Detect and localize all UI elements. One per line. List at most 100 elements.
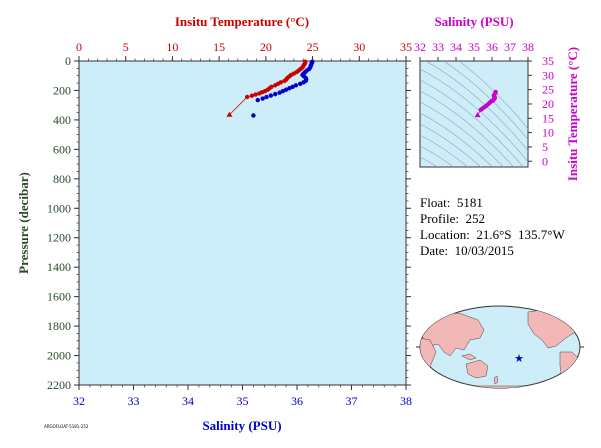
temp-tick-label: 30 xyxy=(353,40,365,54)
ts-inset-area xyxy=(419,60,529,168)
density-contour xyxy=(458,61,528,130)
ts-temp-tick-label: 5 xyxy=(542,140,548,154)
pressure-tick-label: 200 xyxy=(53,83,71,97)
ts-density-contours xyxy=(420,61,528,167)
density-contour xyxy=(420,68,528,163)
temp-tick-label: 5 xyxy=(123,40,129,54)
density-contour xyxy=(420,123,482,167)
pressure-tick-label: 1800 xyxy=(47,319,71,333)
density-contour xyxy=(420,112,493,167)
pressure-tick-label: 2200 xyxy=(47,378,71,392)
temperature-axis-title: Insitu Temperature (°C) xyxy=(175,14,309,29)
land-indonesia xyxy=(461,353,477,361)
temperature-point-deep xyxy=(226,111,233,117)
temp-tick-label: 15 xyxy=(213,40,225,54)
ts-temp-tick-label: 35 xyxy=(542,54,554,68)
pressure-tick-label: 0 xyxy=(65,54,71,68)
ts-inset-points xyxy=(474,89,498,118)
pressure-tick-label: 1600 xyxy=(47,290,71,304)
temperature-point xyxy=(273,83,278,88)
ts-sal-tick-label: 34 xyxy=(450,40,462,54)
float-info-profile: Profile: 252 xyxy=(420,211,485,226)
float-location-marker-icon: ★ xyxy=(514,352,524,365)
ts-temp-tick-label: 30 xyxy=(542,68,554,82)
sal-tick-label: 33 xyxy=(128,394,140,408)
pressure-axis-title: Pressure (decibar) xyxy=(16,172,31,274)
pressure-tick-label: 600 xyxy=(53,142,71,156)
density-contour xyxy=(420,79,524,167)
ts-inset-temperature-title: Insitu Temperature (°C) xyxy=(565,47,580,181)
salinity-axis-ticks: 32 33 34 35 36 37 38 xyxy=(73,385,412,408)
ts-sal-tick-label: 32 xyxy=(414,40,426,54)
ts-point-deep xyxy=(474,112,481,118)
ts-sal-tick-label: 33 xyxy=(432,40,444,54)
ts-sal-tick-label: 38 xyxy=(522,40,534,54)
ts-sal-tick-label: 35 xyxy=(468,40,480,54)
land-antarctica xyxy=(420,385,580,388)
density-contour xyxy=(420,90,514,167)
ts-temp-tick-label: 10 xyxy=(542,126,554,140)
density-contour xyxy=(420,156,439,167)
temp-tick-label: 35 xyxy=(400,40,412,54)
salinity-series xyxy=(251,59,315,118)
ts-inset-salinity-title: Salinity (PSU) xyxy=(434,14,513,29)
salinity-point xyxy=(298,81,303,87)
pressure-tick-label: 2000 xyxy=(47,349,71,363)
salinity-point xyxy=(264,94,269,100)
land-new-zealand xyxy=(493,375,499,385)
float-info-location: Location: 21.6°S 135.7°W xyxy=(420,227,565,242)
density-contour xyxy=(424,61,528,152)
salinity-point xyxy=(273,91,278,97)
temp-tick-label: 25 xyxy=(307,40,319,54)
sal-tick-label: 35 xyxy=(237,394,249,408)
ts-temp-tick-label: 20 xyxy=(542,97,554,111)
sal-tick-label: 37 xyxy=(346,394,358,408)
sal-tick-label: 38 xyxy=(400,394,412,408)
pressure-tick-label: 1400 xyxy=(47,260,71,274)
sal-tick-label: 36 xyxy=(291,394,303,408)
profile-plot-area xyxy=(78,60,407,386)
temperature-axis-ticks: 0 5 10 15 20 25 30 35 xyxy=(76,40,412,61)
density-contour xyxy=(420,145,455,167)
density-contour xyxy=(420,101,504,167)
temp-tick-label: 20 xyxy=(260,40,272,54)
pressure-tick-label: 1000 xyxy=(47,201,71,215)
temperature-point xyxy=(244,94,250,100)
pressure-tick-label: 800 xyxy=(53,172,71,186)
ts-sal-tick-label: 36 xyxy=(486,40,498,54)
land-australia xyxy=(465,359,489,379)
float-info-float: Float: 5181 xyxy=(420,195,483,210)
salinity-point xyxy=(251,113,256,118)
ts-temp-tick-label: 25 xyxy=(542,83,554,97)
ts-point xyxy=(478,107,484,112)
ts-inset-sal-ticks: 32 33 34 35 36 37 38 xyxy=(414,40,534,61)
temp-tick-label: 0 xyxy=(76,40,82,54)
salinity-point xyxy=(293,83,299,88)
salinity-point xyxy=(290,84,295,89)
salinity-axis-title: Salinity (PSU) xyxy=(202,418,281,433)
salinity-point xyxy=(287,86,292,91)
density-contour xyxy=(420,134,469,167)
salinity-point xyxy=(255,97,260,103)
world-map: ★ xyxy=(416,305,584,389)
ts-temp-tick-label: 0 xyxy=(542,154,548,168)
pressure-axis-ticks: 0 200 400 600 800 1000 1200 1400 1600 1800 2000 220… xyxy=(47,54,411,392)
pressure-tick-label: 400 xyxy=(53,113,71,127)
temperature-point xyxy=(253,92,258,97)
salinity-point xyxy=(301,80,306,85)
ts-sal-tick-label: 37 xyxy=(504,40,516,54)
salinity-point xyxy=(283,87,289,92)
temperature-series xyxy=(226,59,308,117)
sal-tick-label: 32 xyxy=(73,394,85,408)
salinity-point xyxy=(268,93,274,98)
temperature-point xyxy=(282,78,287,84)
temperature-point xyxy=(257,91,262,96)
salinity-point xyxy=(260,96,265,101)
footer-code: ARGOFLOAT-5181-252 xyxy=(44,424,89,429)
temperature-point xyxy=(249,93,255,98)
sal-tick-label: 34 xyxy=(182,394,194,408)
temp-tick-label: 10 xyxy=(166,40,178,54)
salinity-point xyxy=(277,90,282,95)
